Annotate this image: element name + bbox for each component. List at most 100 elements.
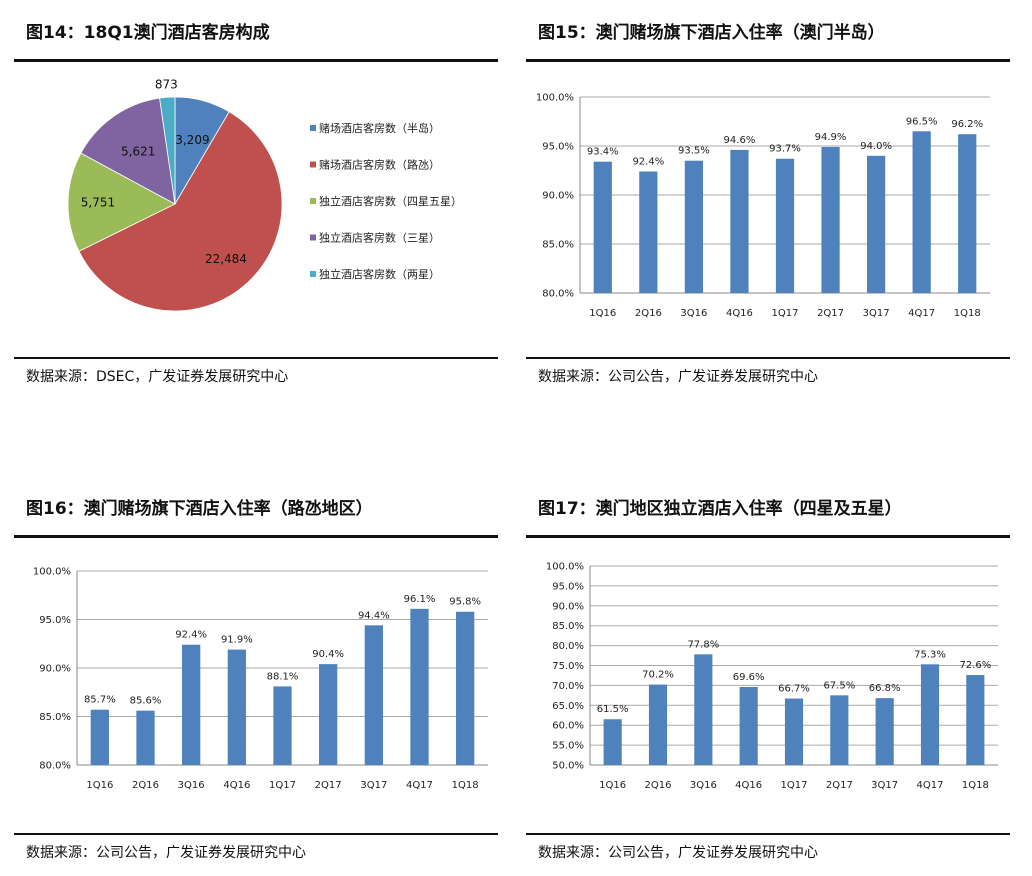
bar — [875, 698, 894, 765]
x-tick-label: 1Q18 — [452, 780, 479, 791]
x-tick-label: 4Q17 — [908, 308, 935, 319]
data-label: 94.6% — [724, 135, 756, 146]
data-label: 92.4% — [632, 156, 664, 167]
bar — [920, 664, 940, 765]
x-tick-label: 1Q18 — [954, 308, 981, 319]
x-tick-label: 1Q16 — [86, 780, 113, 791]
bar-chart: 50.0% 55.0% 60.0% 65.0% 70.0% 75.0% 80.0% 85.0%… — [546, 562, 998, 791]
pie-data-label: 5,751 — [81, 196, 115, 210]
y-tick-label: 80.0% — [39, 761, 71, 772]
bar — [684, 160, 703, 293]
panel-fig14: 图14：18Q1澳门酒店客房构成 3,209 赌场酒店客房数（半岛） 22,484 赌… — [14, 0, 498, 400]
y-tick-label: 70.0% — [552, 681, 584, 692]
x-tick-label: 3Q16 — [690, 780, 717, 791]
y-tick-label: 80.0% — [542, 289, 574, 300]
x-tick-label: 1Q16 — [589, 308, 616, 319]
panel-fig15: 图15：澳门赌场旗下酒店入住率（澳门半岛） 80.0% 85.0% 90.0% 95.… — [526, 0, 1010, 400]
chart-title: 图14：18Q1澳门酒店客房构成 — [26, 23, 270, 43]
legend-swatch — [310, 234, 316, 241]
y-tick-label: 90.0% — [542, 191, 574, 202]
bar — [821, 146, 840, 293]
data-label: 85.7% — [84, 695, 116, 706]
data-label: 94.9% — [815, 132, 847, 143]
x-tick-label: 1Q17 — [781, 780, 808, 791]
y-tick-label: 85.0% — [542, 240, 574, 251]
source-note: 数据来源：公司公告，广发证券发展研究中心 — [538, 369, 818, 385]
data-label: 67.5% — [823, 680, 855, 691]
data-label: 94.0% — [860, 141, 892, 152]
pie-data-label: 3,209 — [175, 133, 209, 147]
bar — [775, 158, 795, 293]
data-label: 75.3% — [914, 649, 946, 660]
data-label: 85.6% — [130, 696, 162, 707]
bar — [694, 654, 713, 765]
legend-swatch — [310, 125, 316, 131]
bar — [273, 686, 292, 765]
y-tick-label: 85.0% — [552, 621, 584, 632]
divider — [526, 59, 1010, 62]
bar — [410, 608, 429, 765]
pie-slice — [67, 152, 176, 252]
pie-chart: 3,209 赌场酒店客房数（半岛） 22,484 赌场酒店客房数（路氹） 5,751 独立… — [67, 77, 462, 312]
bar — [784, 698, 804, 765]
data-label: 95.8% — [449, 597, 481, 608]
divider — [14, 833, 498, 835]
data-label: 72.6% — [959, 660, 991, 671]
y-tick-label: 65.0% — [552, 701, 584, 712]
divider — [14, 535, 498, 538]
pie-slice — [159, 96, 176, 205]
bar — [182, 644, 201, 765]
pie-slice — [78, 111, 283, 312]
y-tick-label: 100.0% — [536, 93, 574, 104]
x-tick-label: 3Q16 — [680, 308, 707, 319]
bar — [593, 161, 612, 293]
bar — [603, 719, 622, 765]
data-label: 77.8% — [687, 639, 719, 650]
y-tick-label: 100.0% — [33, 567, 71, 578]
bar — [739, 686, 758, 765]
data-label: 93.4% — [587, 147, 619, 158]
pie-data-label: 873 — [155, 77, 178, 91]
x-tick-label: 3Q17 — [871, 780, 898, 791]
data-label: 92.4% — [175, 630, 207, 641]
bar — [730, 149, 749, 293]
chart-title: 图17：澳门地区独立酒店入住率（四星及五星） — [538, 499, 902, 519]
y-tick-label: 100.0% — [546, 562, 584, 573]
pie-slice — [80, 97, 176, 205]
bar-chart: 80.0% 85.0% 90.0% 95.0% 100.0% 85.7% 1Q16 85.6%… — [33, 567, 488, 791]
bar — [227, 649, 246, 765]
source-note: 数据来源：公司公告，广发证券发展研究中心 — [538, 845, 818, 861]
x-tick-label: 3Q17 — [863, 308, 890, 319]
legend-label: 赌场酒店客房数（半岛） — [319, 121, 440, 135]
x-tick-label: 1Q17 — [269, 780, 296, 791]
data-label: 66.7% — [778, 684, 810, 695]
panel-fig17: 图17：澳门地区独立酒店入住率（四星及五星） 50.0% 55.0% 60.0% 65… — [526, 476, 1010, 876]
x-tick-label: 4Q17 — [406, 780, 433, 791]
x-tick-label: 2Q17 — [315, 780, 342, 791]
source-note: 数据来源：DSEC，广发证券发展研究中心 — [26, 369, 289, 385]
x-tick-label: 3Q16 — [178, 780, 205, 791]
pie-data-label: 22,484 — [205, 252, 247, 266]
bar — [958, 134, 977, 293]
y-tick-label: 85.0% — [39, 712, 71, 723]
data-label: 69.6% — [733, 672, 765, 683]
y-tick-label: 95.0% — [39, 615, 71, 626]
data-label: 96.1% — [404, 594, 436, 605]
data-label: 94.4% — [358, 610, 390, 621]
pie-data-label: 5,621 — [121, 144, 155, 158]
y-tick-label: 60.0% — [552, 721, 584, 732]
x-tick-label: 2Q16 — [635, 308, 662, 319]
bar — [136, 710, 155, 765]
legend-swatch — [310, 198, 316, 204]
x-tick-label: 4Q17 — [917, 780, 944, 791]
x-tick-label: 4Q16 — [726, 308, 753, 319]
divider — [14, 59, 498, 62]
data-label: 91.9% — [221, 635, 253, 646]
divider — [526, 833, 1010, 835]
bar — [639, 171, 658, 293]
bar — [867, 155, 886, 293]
x-tick-label: 2Q17 — [817, 308, 844, 319]
legend-label: 独立酒店客房数（两星） — [319, 267, 440, 281]
legend-swatch — [310, 271, 316, 277]
x-tick-label: 2Q17 — [826, 780, 853, 791]
